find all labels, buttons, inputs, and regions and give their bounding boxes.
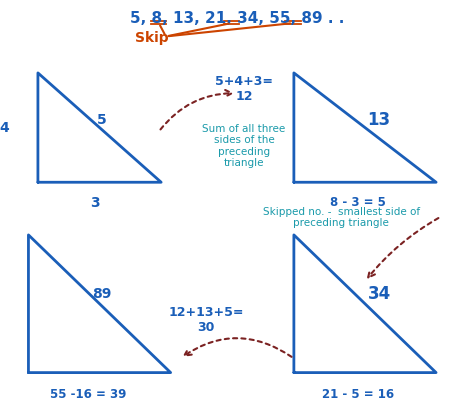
Text: 12+13+5=
30: 12+13+5= 30: [168, 306, 244, 334]
Text: 21 - 5 = 16: 21 - 5 = 16: [322, 388, 394, 401]
Text: 55 -16 = 39: 55 -16 = 39: [49, 388, 126, 401]
Text: 89: 89: [92, 287, 111, 301]
Text: 5+4+3=
12: 5+4+3= 12: [215, 75, 273, 103]
Text: 5: 5: [97, 113, 107, 127]
Text: 5, 8, 13, 21, 34, 55, 89 . .: 5, 8, 13, 21, 34, 55, 89 . .: [130, 11, 344, 26]
Text: Skip: Skip: [135, 32, 169, 45]
FancyArrowPatch shape: [184, 338, 292, 357]
Text: 3: 3: [90, 196, 100, 211]
FancyArrowPatch shape: [368, 218, 438, 277]
FancyArrowPatch shape: [161, 90, 232, 130]
Text: Skipped no. -  smallest side of
preceding triangle: Skipped no. - smallest side of preceding…: [263, 207, 420, 228]
Text: 34: 34: [367, 285, 391, 303]
Text: 8 - 3 = 5: 8 - 3 = 5: [330, 196, 386, 209]
Text: 4: 4: [0, 121, 9, 134]
Text: 13: 13: [368, 111, 391, 129]
Text: Sum of all three
sides of the
preceding
triangle: Sum of all three sides of the preceding …: [202, 124, 286, 168]
